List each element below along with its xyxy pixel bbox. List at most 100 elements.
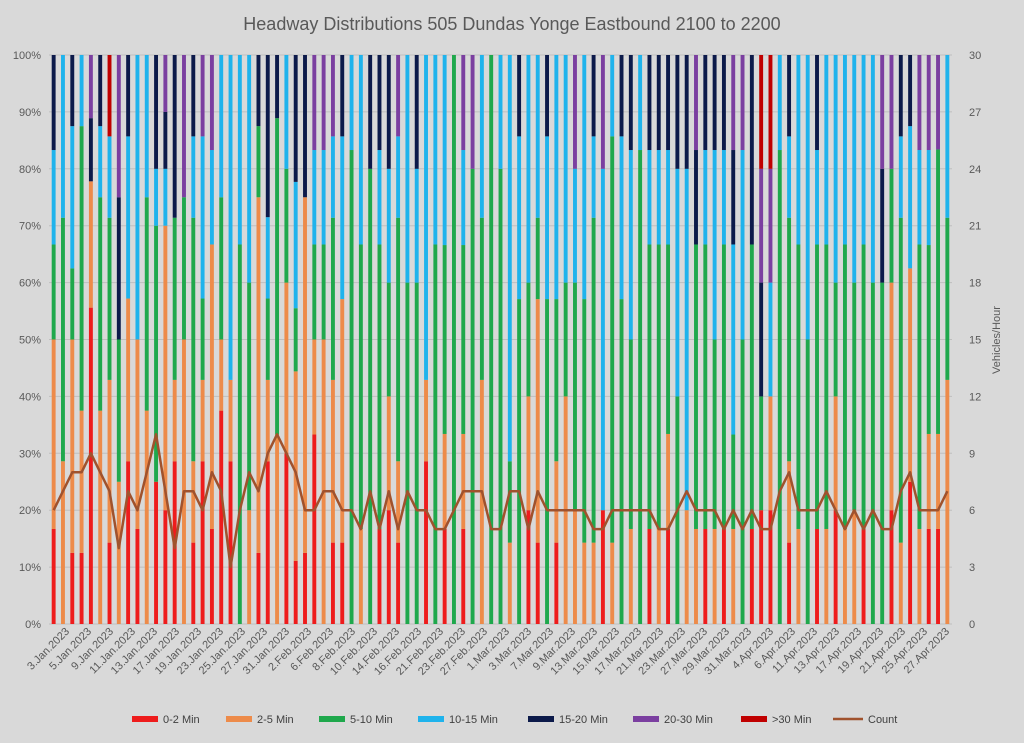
bar-segment (51, 244, 56, 340)
bar-segment (768, 282, 773, 397)
y-left-tick-label: 60% (19, 278, 41, 290)
bar-segment (70, 126, 75, 269)
bar-segment (656, 55, 661, 151)
bar-segment (507, 461, 512, 543)
bar-segment (796, 244, 801, 529)
bar-segment (386, 396, 391, 511)
y-right-tick-label: 0 (969, 619, 975, 631)
bar-segment (563, 55, 568, 283)
bar-segment (619, 55, 624, 137)
bar-segment (749, 244, 754, 529)
bar-segment (591, 542, 596, 624)
y-right-tick-label: 21 (969, 221, 981, 233)
bar-segment (889, 168, 894, 283)
bar-segment (908, 268, 913, 482)
bar-segment (275, 434, 280, 624)
bar-segment (312, 150, 317, 245)
bar-segment (461, 55, 466, 151)
bar-segment (209, 528, 214, 624)
bar-segment (852, 282, 857, 511)
legend-label: 10-15 Min (449, 714, 498, 726)
bar-segment (107, 136, 112, 218)
bar-segment (517, 55, 522, 137)
bar-segment (759, 168, 764, 283)
bar-segment (368, 55, 373, 169)
bar-segment (135, 339, 140, 529)
bar-segment (330, 379, 335, 543)
bar-segment (70, 268, 75, 340)
bar-segment (377, 528, 382, 624)
bar-segment (805, 339, 810, 624)
count-line (52, 433, 949, 569)
bar-segment (917, 55, 922, 151)
bar-segment (582, 542, 587, 624)
bar-segment (163, 111, 168, 169)
bar-segment (852, 55, 857, 283)
bar-segment (815, 55, 819, 151)
bar-segment (898, 55, 903, 137)
bar-segment (936, 55, 940, 150)
y-right-tick-label: 15 (969, 335, 981, 347)
bar-segment (703, 244, 708, 529)
bar-segment (144, 55, 149, 198)
bar-segment (330, 542, 335, 624)
bar-segment (675, 55, 680, 169)
bar-segment (321, 55, 326, 151)
bar-segment (405, 282, 410, 624)
bar-segment (880, 282, 885, 624)
bar-segment (535, 55, 540, 218)
x-axis: 3.Jan.20235.Jan.20239.Jan.202311.Jan.202… (25, 626, 952, 678)
bar-segment (768, 55, 773, 169)
bar-segment (945, 55, 950, 218)
bar-segment (731, 244, 736, 435)
bar-segment (833, 510, 838, 624)
bar-segment (936, 149, 940, 434)
bar-segment (908, 126, 913, 269)
bar-segment (219, 339, 224, 411)
bar-segment (172, 217, 177, 380)
bar-segment (154, 225, 159, 482)
bar-segment (545, 55, 549, 137)
bar-segment (61, 217, 65, 462)
bar-segment (721, 150, 726, 245)
bar-segment (256, 552, 261, 625)
legend-swatch (132, 716, 158, 722)
bar-segment (628, 339, 633, 529)
bar-segment (787, 542, 792, 624)
bar-segment (842, 55, 847, 245)
bar-segment (200, 136, 205, 299)
y-left-tick-label: 80% (19, 164, 41, 176)
bar-segment (535, 217, 540, 300)
bar-segment (79, 552, 84, 625)
bar-segment (898, 217, 903, 543)
bar-segment (889, 282, 894, 511)
bar-segment (712, 150, 717, 340)
bar-segment (377, 150, 382, 245)
bar-segment (898, 136, 903, 218)
bar-segment (191, 461, 196, 543)
bar-segment (265, 461, 270, 624)
bar-segment (330, 136, 335, 218)
bar-segment (340, 542, 345, 624)
bar-segment (666, 150, 671, 245)
bar-segment (340, 299, 345, 543)
bar-segment (600, 168, 605, 511)
bar-segment (247, 55, 252, 283)
bar-segment (340, 136, 345, 300)
bar-segment (926, 150, 931, 246)
bar-segment (247, 510, 252, 624)
bar-segment (396, 136, 401, 218)
bar-segment (433, 55, 438, 245)
bar-segment (945, 217, 950, 380)
bar-segment (712, 339, 717, 529)
bar-segment (498, 168, 503, 625)
bar-segment (396, 542, 401, 624)
bar-segment (768, 396, 773, 511)
legend-swatch (741, 716, 767, 722)
bar-segment (303, 552, 307, 625)
bar-segment (479, 217, 484, 380)
bar-segment (694, 244, 698, 529)
bar-segment (265, 379, 270, 462)
bar-segment (666, 244, 671, 434)
bar-segment (861, 244, 866, 529)
